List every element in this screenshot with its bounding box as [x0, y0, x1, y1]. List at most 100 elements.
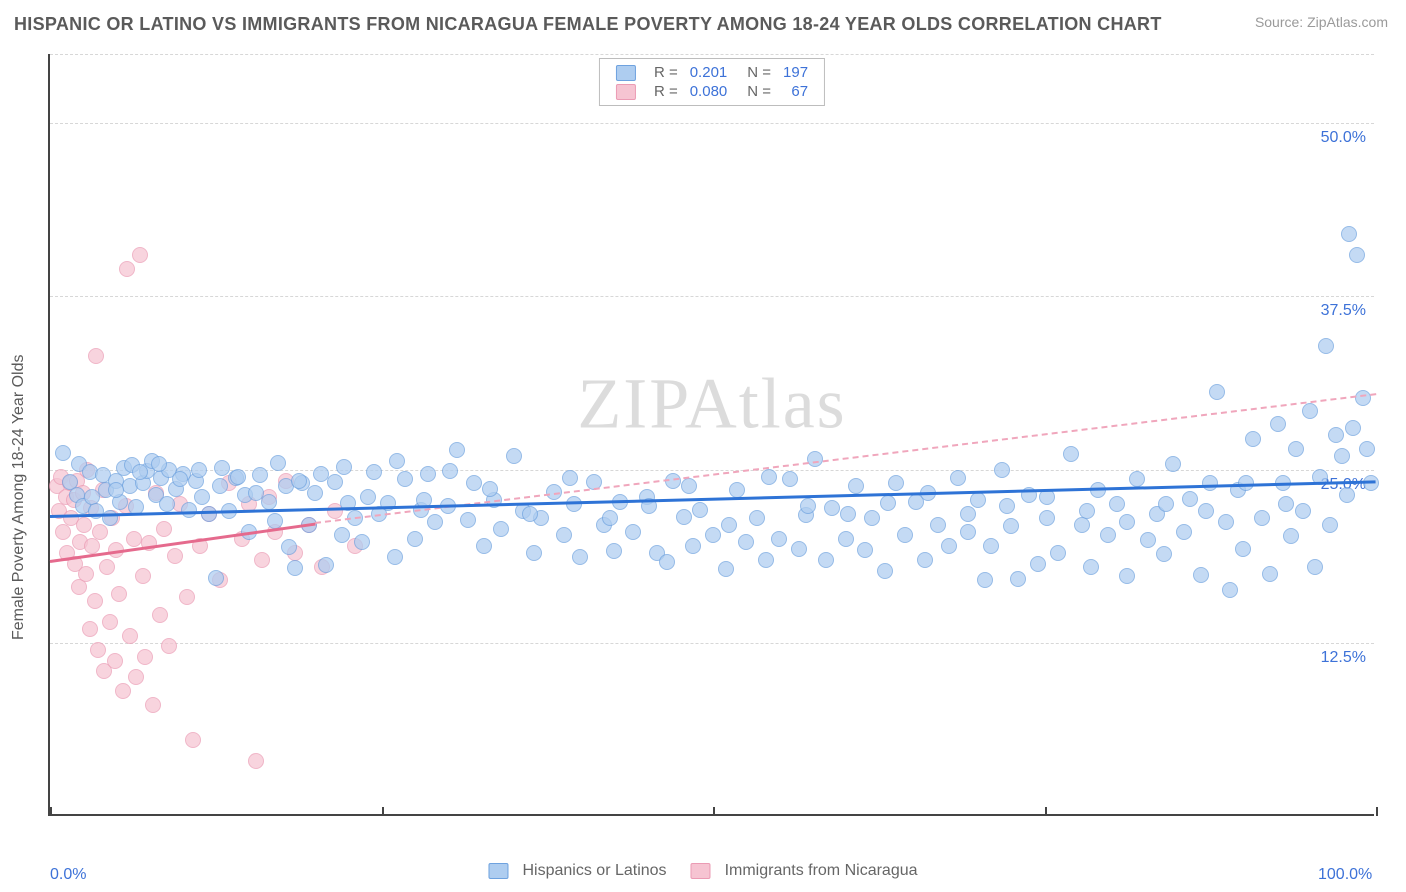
data-point [476, 538, 492, 554]
data-point [848, 478, 864, 494]
data-point [122, 628, 138, 644]
data-point [606, 543, 622, 559]
data-point [738, 534, 754, 550]
data-point [420, 466, 436, 482]
data-point [970, 492, 986, 508]
data-point [749, 510, 765, 526]
data-point [556, 527, 572, 543]
data-point [562, 470, 578, 486]
data-point [721, 517, 737, 533]
data-point [252, 467, 268, 483]
data-point [92, 524, 108, 540]
legend-row: R =0.080N =67 [610, 82, 814, 101]
data-point [389, 453, 405, 469]
data-point [771, 531, 787, 547]
data-point [1345, 420, 1361, 436]
data-point [161, 638, 177, 654]
data-point [159, 496, 175, 512]
legend-label: Hispanics or Latinos [522, 862, 666, 880]
data-point [427, 514, 443, 530]
y-tick-label: 50.0% [1321, 129, 1366, 147]
data-point [1010, 571, 1026, 587]
data-point [460, 512, 476, 528]
x-tick [1376, 807, 1378, 816]
data-point [191, 462, 207, 478]
data-point [99, 559, 115, 575]
data-point [152, 607, 168, 623]
data-point [1129, 471, 1145, 487]
data-point [999, 498, 1015, 514]
data-point [172, 471, 188, 487]
data-point [1140, 532, 1156, 548]
data-point [1270, 416, 1286, 432]
data-point [692, 502, 708, 518]
data-point [522, 506, 538, 522]
data-point [1235, 541, 1251, 557]
legend-label: Immigrants from Nicaragua [725, 862, 918, 880]
legend-swatch [691, 863, 711, 879]
data-point [800, 498, 816, 514]
x-tick [713, 807, 715, 816]
data-point [137, 649, 153, 665]
legend-series: Hispanics or Latinos Immigrants from Nica… [488, 862, 917, 880]
data-point [1341, 226, 1357, 242]
data-point [194, 489, 210, 505]
legend-n-value: 197 [777, 63, 814, 82]
data-point [880, 495, 896, 511]
data-point [818, 552, 834, 568]
data-point [397, 471, 413, 487]
data-point [1193, 567, 1209, 583]
data-point [840, 506, 856, 522]
data-point [681, 478, 697, 494]
data-point [1119, 568, 1135, 584]
legend-r-value: 0.201 [684, 63, 734, 82]
data-point [119, 261, 135, 277]
x-tick-label: 100.0% [1318, 866, 1372, 884]
data-point [1156, 546, 1172, 562]
data-point [1119, 514, 1135, 530]
data-point [318, 557, 334, 573]
y-axis-label: Female Poverty Among 18-24 Year Olds [10, 355, 28, 641]
legend-n-value: 67 [777, 82, 814, 101]
data-point [366, 464, 382, 480]
data-point [685, 538, 701, 554]
data-point [983, 538, 999, 554]
x-tick [1045, 807, 1047, 816]
data-point [824, 500, 840, 516]
data-point [864, 510, 880, 526]
data-point [145, 697, 161, 713]
data-point [90, 642, 106, 658]
data-point [625, 524, 641, 540]
data-point [270, 455, 286, 471]
data-point [1283, 528, 1299, 544]
data-point [179, 589, 195, 605]
data-point [1359, 441, 1375, 457]
data-point [466, 475, 482, 491]
data-point [1288, 441, 1304, 457]
data-point [387, 549, 403, 565]
y-tick-label: 37.5% [1321, 302, 1366, 320]
data-point [281, 539, 297, 555]
data-point [254, 552, 270, 568]
data-point [1328, 427, 1344, 443]
gridline [50, 296, 1374, 297]
plot-area: ZIPAtlas R =0.201N =197R =0.080N =67 12.… [48, 54, 1374, 816]
data-point [167, 548, 183, 564]
legend-item: Immigrants from Nicaragua [691, 862, 918, 880]
legend-n-label: N = [733, 82, 777, 101]
data-point [1050, 545, 1066, 561]
data-point [897, 527, 913, 543]
data-point [1030, 556, 1046, 572]
data-point [360, 489, 376, 505]
data-point [126, 531, 142, 547]
data-point [88, 348, 104, 364]
data-point [977, 572, 993, 588]
data-point [1318, 338, 1334, 354]
data-point [602, 510, 618, 526]
data-point [1003, 518, 1019, 534]
data-point [84, 538, 100, 554]
x-tick [50, 807, 52, 816]
data-point [782, 471, 798, 487]
data-point [705, 527, 721, 543]
data-point [718, 561, 734, 577]
